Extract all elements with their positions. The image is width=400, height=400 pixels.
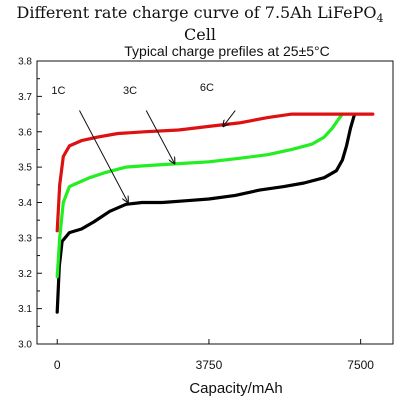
y-tick-label: 3.8 [18, 57, 32, 68]
annotation-arrow-3c [145, 110, 174, 164]
y-tick-label: 3.2 [18, 269, 32, 280]
y-tick-label: 3.6 [18, 127, 32, 138]
figure-title-prefix: Different rate charge curve of 7.5Ah LiF… [16, 3, 377, 22]
annotation-label-1c: 1C [51, 85, 65, 97]
annotation-arrow-1c [79, 110, 128, 203]
series-line-1c [55, 112, 357, 314]
figure-title-subscript: 4 [376, 12, 384, 26]
x-tick-label: 3750 [196, 358, 223, 372]
y-tick-label: 3.3 [18, 233, 32, 244]
annotation-label-3c: 3C [123, 85, 137, 97]
annotation-label-6c: 6C [200, 82, 214, 94]
x-tick-label: 7500 [347, 358, 374, 372]
y-tick-label: 3.7 [18, 92, 32, 103]
x-tick-label: 0 [54, 358, 61, 372]
figure-title: Different rate charge curve of 7.5Ah LiF… [0, 3, 400, 44]
y-tick-label: 3.1 [18, 304, 32, 315]
chart-title: Typical charge prefiles at 25±5°C [124, 43, 330, 59]
plot-frame [36, 60, 394, 345]
figure-title-suffix: Cell [184, 25, 216, 45]
annotation-arrow-6c [223, 110, 236, 127]
x-axis-label: Capacity/mAh [189, 380, 282, 397]
y-tick-label: 3.4 [18, 198, 32, 209]
y-tick-label: 3.0 [18, 340, 32, 351]
y-tick-label: 3.5 [18, 163, 32, 174]
series-line-6c [55, 112, 375, 233]
series-line-3c [55, 112, 344, 279]
